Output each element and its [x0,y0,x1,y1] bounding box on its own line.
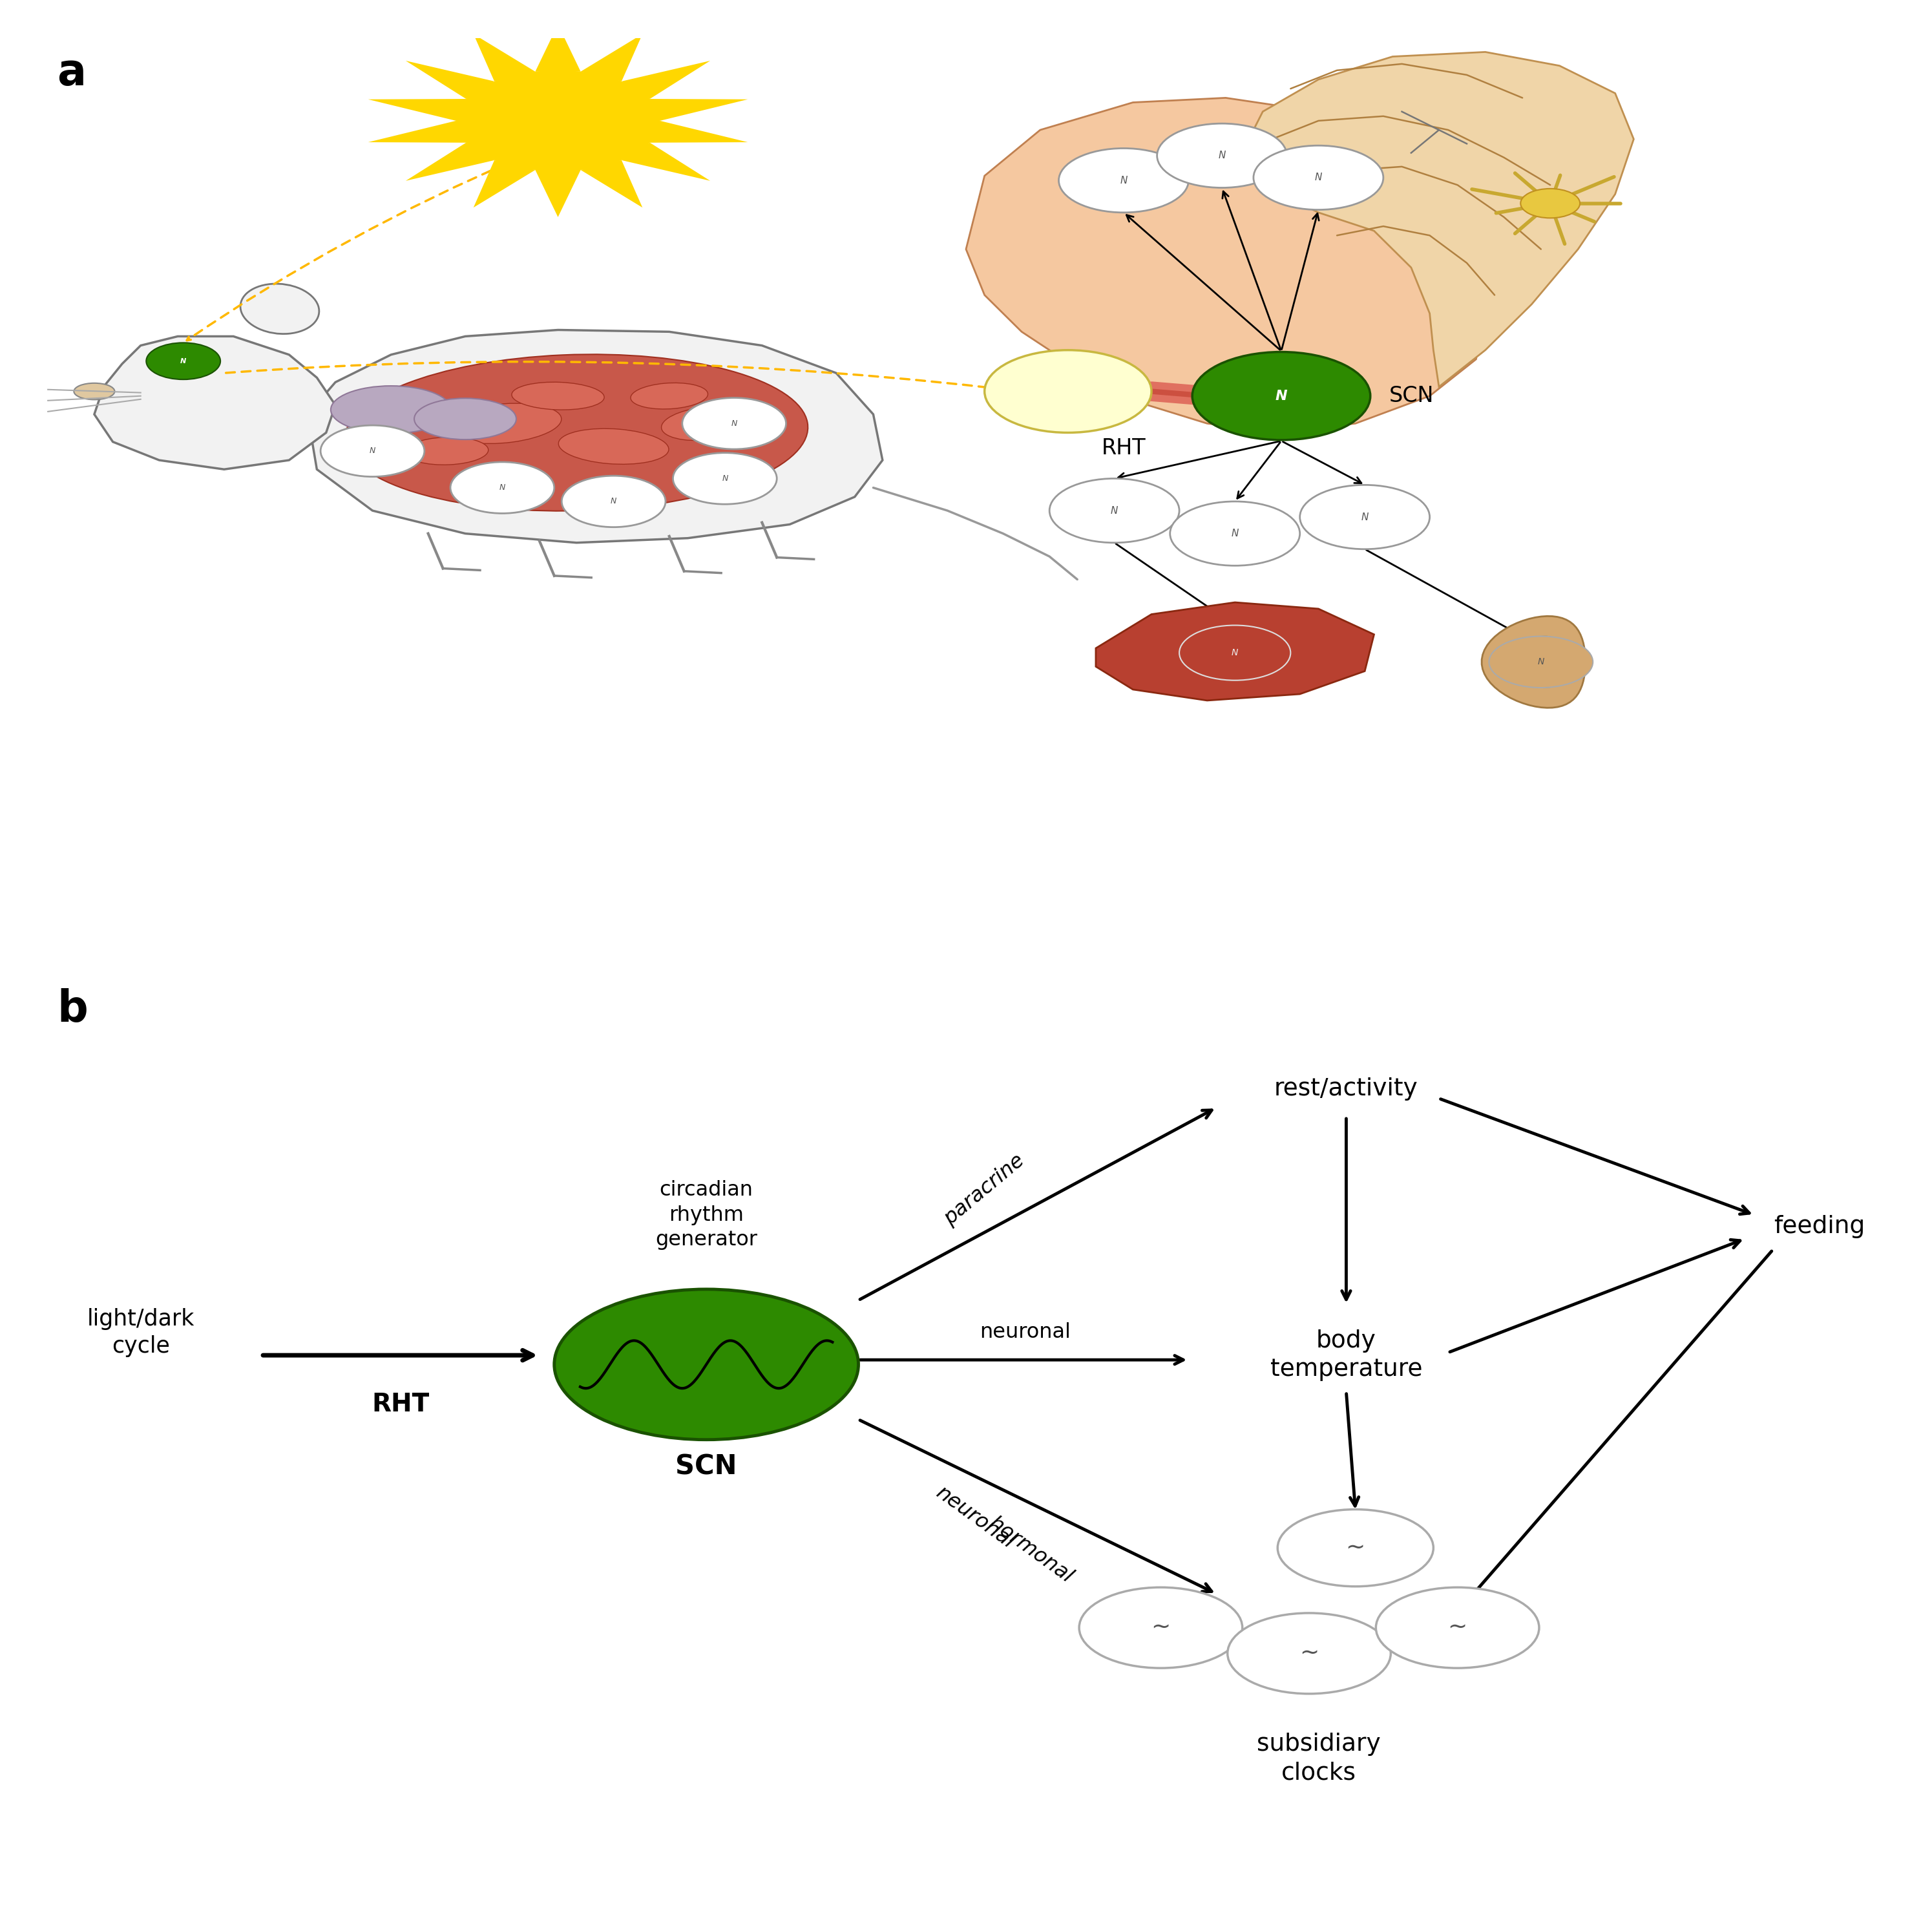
Circle shape [456,71,661,172]
Polygon shape [649,120,748,143]
Text: ∼: ∼ [1151,1617,1171,1640]
Text: subsidiary
clocks: subsidiary clocks [1256,1733,1379,1785]
Text: N: N [1314,172,1321,182]
Text: SCN: SCN [1389,386,1434,407]
Text: N: N [1219,151,1225,161]
Polygon shape [1482,615,1586,707]
Text: N: N [1231,529,1238,539]
Text: N: N [498,483,506,491]
Circle shape [1520,189,1580,218]
Text: N: N [180,357,185,365]
Polygon shape [369,120,466,143]
Polygon shape [1095,602,1374,701]
Polygon shape [622,143,711,182]
Text: N: N [723,474,728,483]
Circle shape [672,453,777,505]
Circle shape [1227,1613,1391,1693]
Circle shape [1157,124,1287,187]
Polygon shape [966,97,1486,432]
Text: N: N [730,419,738,428]
Text: N: N [1360,512,1368,522]
Text: paracrine: paracrine [941,1150,1028,1229]
Circle shape [1300,485,1430,548]
Text: body
temperature: body temperature [1269,1330,1422,1382]
Ellipse shape [558,428,668,464]
Text: b: b [58,988,89,1032]
Polygon shape [307,331,883,543]
Text: neuronal: neuronal [933,1483,1018,1552]
Circle shape [554,1290,858,1439]
Text: SCN: SCN [676,1454,738,1481]
Text: feeding: feeding [1774,1215,1864,1238]
Text: N: N [1121,176,1128,185]
Text: N: N [1231,648,1238,657]
Circle shape [1376,1588,1540,1668]
Polygon shape [406,143,495,182]
Text: a: a [58,52,87,96]
Text: ∼: ∼ [1300,1642,1320,1664]
Polygon shape [406,61,495,99]
Circle shape [682,397,786,449]
Circle shape [562,476,665,527]
Text: RHT: RHT [1101,438,1146,459]
Ellipse shape [406,438,489,464]
Polygon shape [369,99,466,120]
Ellipse shape [330,386,452,434]
Text: N: N [1538,657,1544,667]
Text: ∼: ∼ [1347,1536,1366,1559]
Circle shape [1179,625,1291,680]
Circle shape [1277,1510,1434,1586]
Polygon shape [582,34,643,82]
Ellipse shape [413,397,516,440]
Circle shape [1192,352,1370,440]
Polygon shape [649,99,748,120]
Circle shape [321,426,425,476]
Ellipse shape [630,382,707,409]
Polygon shape [582,161,643,208]
Text: RHT: RHT [371,1391,429,1416]
Polygon shape [535,25,582,71]
Ellipse shape [73,382,114,399]
Text: light/dark
cycle: light/dark cycle [87,1307,195,1357]
Ellipse shape [442,403,562,443]
Polygon shape [622,61,711,99]
Ellipse shape [346,354,808,510]
Circle shape [450,462,554,514]
Polygon shape [95,336,336,470]
Circle shape [1254,145,1383,210]
Text: N: N [1275,390,1287,403]
Circle shape [1080,1588,1242,1668]
Text: N: N [1111,506,1119,516]
Circle shape [985,350,1151,432]
Circle shape [1171,501,1300,566]
Circle shape [147,342,220,380]
Text: ∼: ∼ [1447,1617,1466,1640]
Polygon shape [473,161,535,208]
Text: neuronal: neuronal [980,1322,1070,1342]
Ellipse shape [661,407,752,440]
Circle shape [1049,478,1179,543]
Text: rest/activity: rest/activity [1275,1078,1418,1101]
Circle shape [1490,636,1592,688]
Text: N: N [611,497,616,506]
Polygon shape [1519,636,1571,688]
Text: hormonal: hormonal [985,1514,1076,1588]
Polygon shape [535,170,582,218]
Polygon shape [473,34,535,82]
Polygon shape [1244,52,1634,386]
Ellipse shape [240,283,319,334]
Circle shape [1059,149,1188,212]
Text: N: N [369,447,375,455]
Ellipse shape [512,382,605,409]
Text: circadian
rhythm
generator: circadian rhythm generator [655,1181,757,1250]
